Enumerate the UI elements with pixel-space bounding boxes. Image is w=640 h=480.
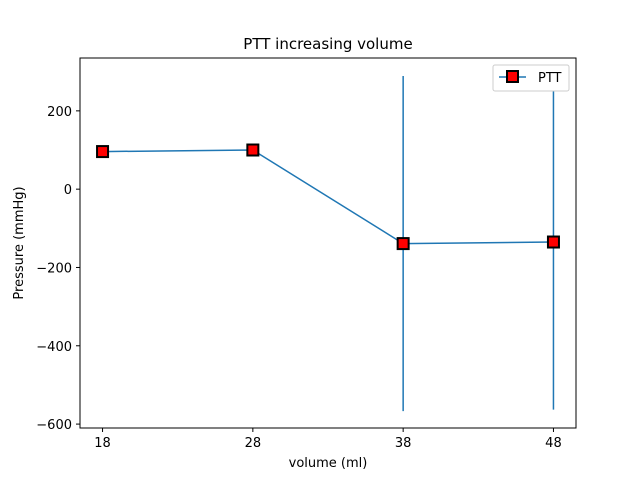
data-point <box>546 235 560 249</box>
chart-title: PTT increasing volume <box>243 35 412 53</box>
plot-area <box>96 74 560 412</box>
legend-marker-sample <box>506 70 519 83</box>
legend: PTT <box>492 64 570 92</box>
data-point <box>396 237 410 251</box>
x-tick-label: 28 <box>245 436 262 451</box>
legend-label: PTT <box>538 71 562 86</box>
y-tick-label: −600 <box>36 418 72 433</box>
y-tick-label: −200 <box>36 261 72 276</box>
x-axis-label: volume (ml) <box>289 456 368 471</box>
axes-frame <box>79 57 577 429</box>
y-axis-label: Pressure (mmHg) <box>12 186 27 299</box>
data-point <box>96 145 110 159</box>
y-tick-label: 0 <box>64 183 72 198</box>
x-tick-label: 38 <box>395 436 412 451</box>
x-tick-label: 48 <box>545 436 562 451</box>
series-line <box>102 149 554 245</box>
y-tick-label: 200 <box>47 105 72 120</box>
x-tick-label: 18 <box>94 436 111 451</box>
data-point <box>246 143 260 157</box>
y-axis: 200 0 −200 −400 −600 <box>36 105 80 433</box>
y-tick-label: −400 <box>36 340 72 355</box>
x-axis: 18 28 38 48 <box>94 428 562 451</box>
